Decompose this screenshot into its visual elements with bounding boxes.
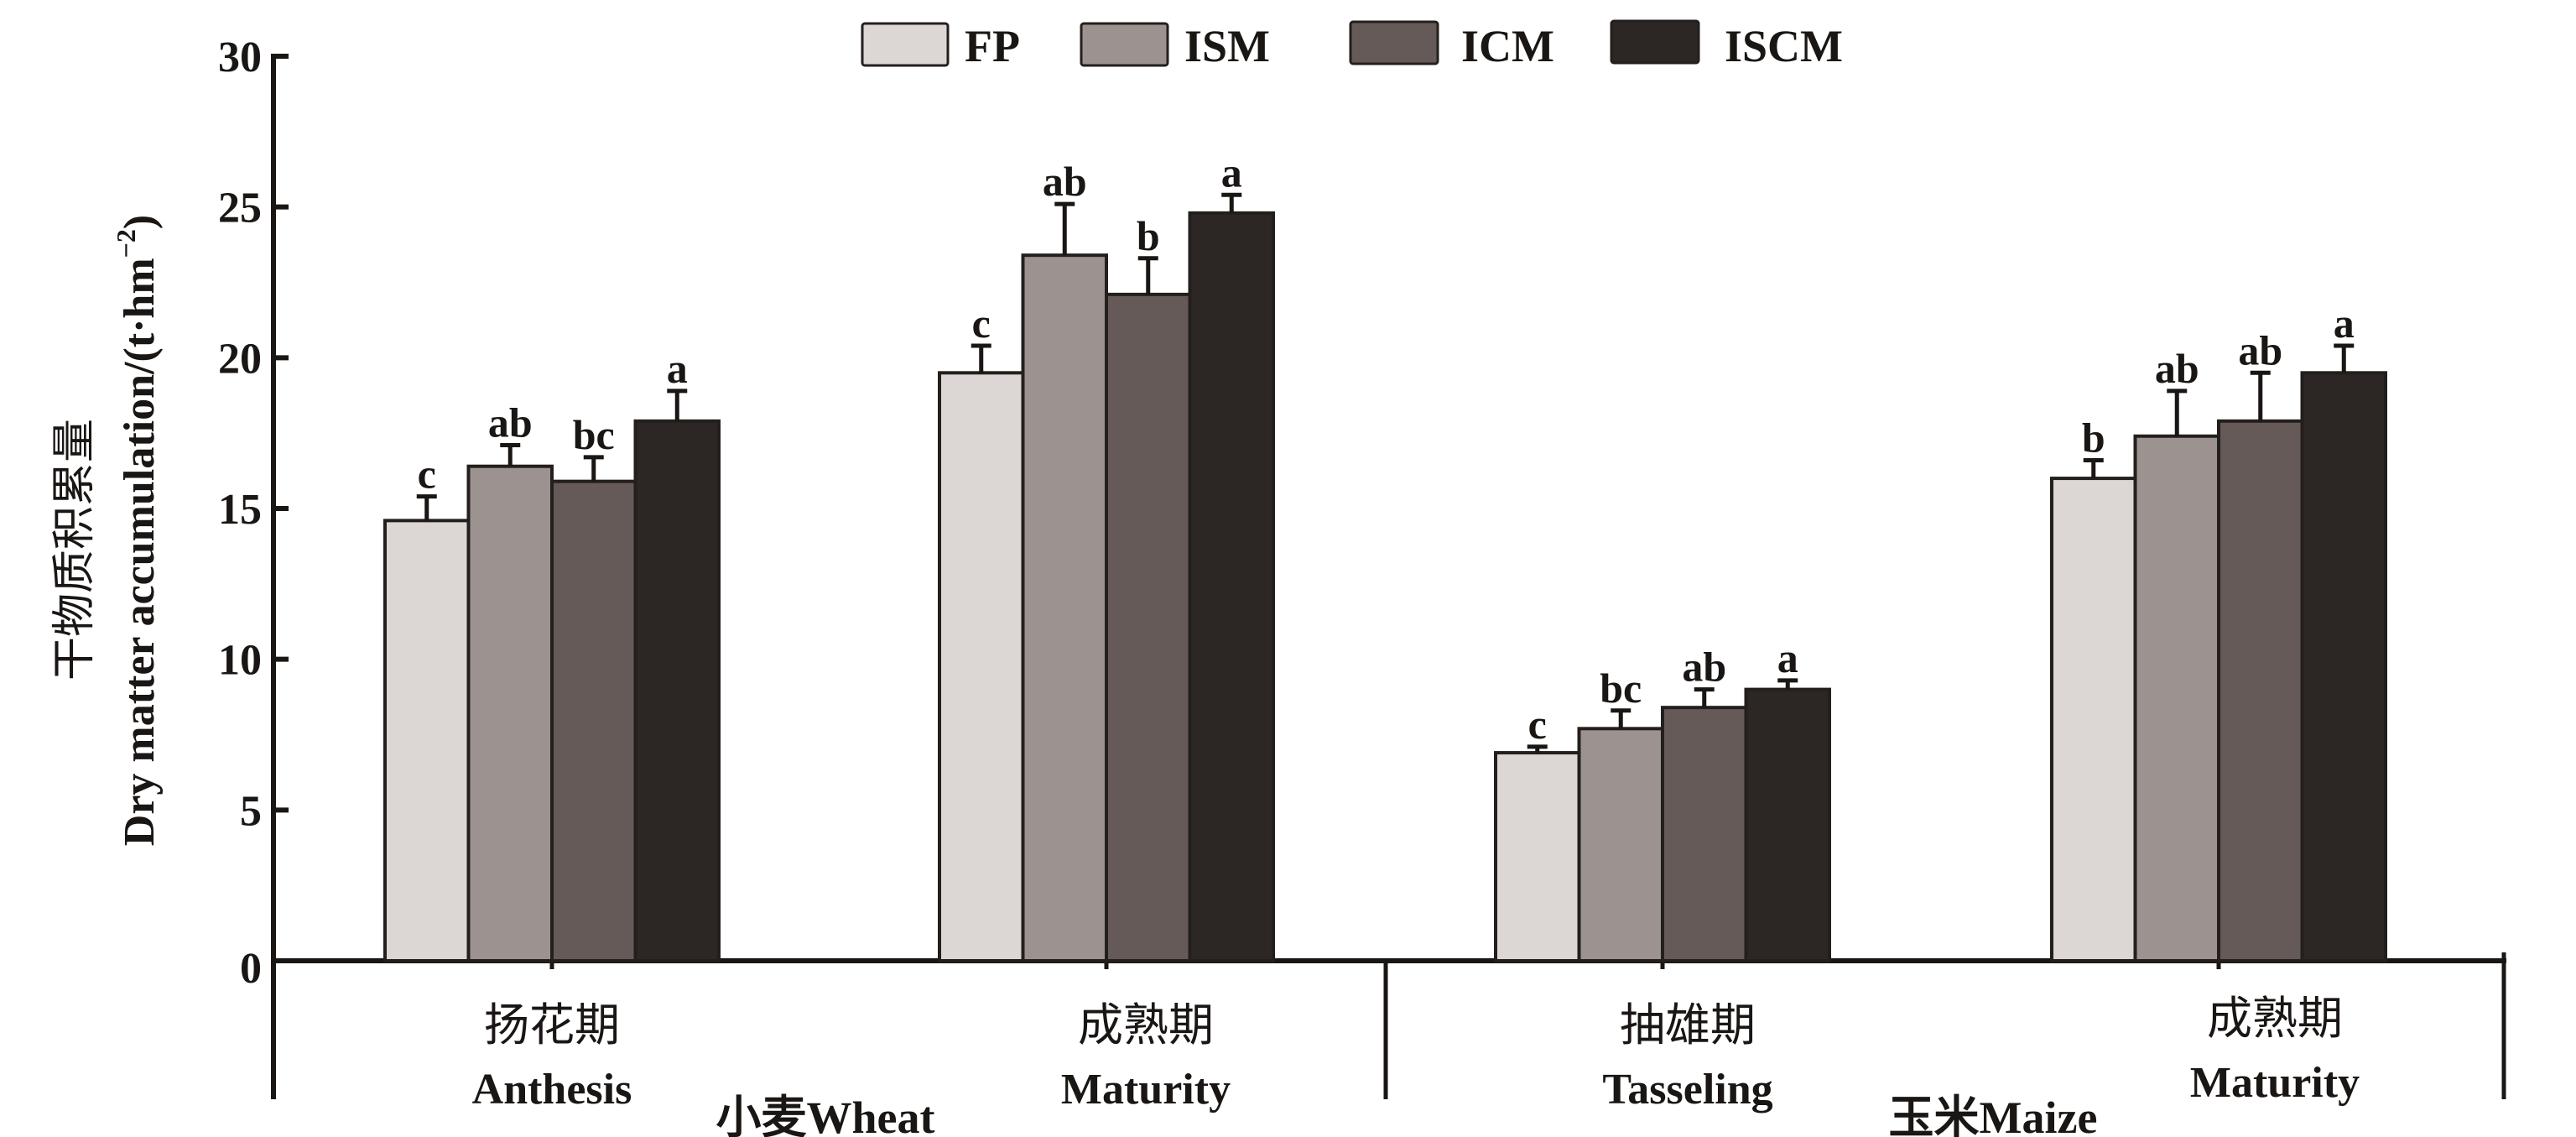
category-label-en-maize-maturity: Maturity (2190, 1059, 2360, 1107)
y-tick-label: 10 (218, 637, 262, 685)
y-axis-title-en: Dry matter accumulation/(t·hm−2) (111, 215, 164, 846)
y-axis-title-zh: 干物质积累量 (51, 419, 99, 681)
legend-label-ism: ISM (1184, 21, 1270, 71)
legend-label-iscm: ISCM (1725, 21, 1843, 71)
significance-label: b (1137, 212, 1160, 259)
bar-fp (1494, 751, 1581, 962)
y-tick-label: 30 (218, 34, 262, 81)
y-tick-label: 20 (218, 335, 262, 383)
group-label-wheat: 小麦Wheat (716, 1093, 935, 1137)
bar-icm (1661, 706, 1748, 962)
bar-ism (2133, 434, 2220, 962)
category-label-zh-wheat-maturity: 成熟期 (1078, 1000, 1214, 1051)
significance-label: c (418, 451, 436, 498)
significance-label: ab (2238, 326, 2282, 373)
y-tick-label: 15 (218, 486, 262, 534)
group-label-maize: 玉米Maize (1889, 1093, 2098, 1137)
bar-icm (550, 479, 637, 962)
legend-swatch-ism (1080, 22, 1169, 67)
category-label-en-tasseling: Tasseling (1602, 1066, 1772, 1114)
category-label-zh-tasseling: 抽雄期 (1620, 1000, 1756, 1051)
y-tick-label: 5 (240, 787, 262, 835)
legend-item-fp: FP (861, 21, 1020, 71)
bar-ism (466, 464, 554, 962)
significance-label: a (1221, 149, 1242, 196)
significance-label: ab (1043, 158, 1087, 205)
bar-iscm (1744, 687, 1831, 962)
y-tick-label: 0 (240, 945, 262, 993)
legend: FP ISM ICM ISCM (861, 19, 1843, 71)
legend-item-icm: ICM (1349, 20, 1554, 71)
y-axis-ticks: 0 5 10 15 20 25 30 (218, 34, 289, 993)
legend-label-fp: FP (965, 21, 1020, 71)
significance-label: c (1528, 701, 1547, 748)
significance-label: bc (1600, 665, 1642, 712)
category-label-en-wheat-maturity: Maturity (1061, 1066, 1231, 1114)
legend-item-ism: ISM (1080, 21, 1270, 71)
bar-ism (1021, 253, 1108, 963)
significance-label: a (667, 345, 688, 392)
significance-label: b (2082, 415, 2105, 462)
significance-label: c (972, 300, 991, 347)
bar-icm (2217, 419, 2304, 962)
bar-iscm (2300, 371, 2387, 962)
legend-swatch-iscm (1610, 19, 1700, 65)
legend-swatch-fp (861, 22, 950, 67)
legend-item-iscm: ISCM (1610, 19, 1843, 71)
y-axis-title-en-main: Dry matter accumulation/(t·hm (116, 258, 164, 846)
bar-ism (1577, 727, 1664, 963)
bar-iscm (1188, 211, 1275, 962)
significance-label: bc (573, 411, 615, 458)
significance-label: ab (488, 399, 533, 446)
category-label-zh-maize-maturity: 成熟期 (2207, 994, 2343, 1044)
significance-label: ab (1682, 644, 1726, 691)
legend-label-icm: ICM (1461, 21, 1554, 71)
bar-icm (1105, 292, 1192, 962)
category-label-en-anthesis: Anthesis (472, 1066, 632, 1114)
significance-label: a (1777, 634, 1798, 681)
significance-label: ab (2155, 345, 2199, 392)
bar-fp (383, 519, 471, 962)
bar-fp (938, 371, 1025, 962)
y-axis-title-en-sup: −2 (111, 229, 141, 258)
bar-fp (2050, 477, 2137, 962)
y-axis-title-en-close: ) (116, 215, 164, 229)
significance-label: a (2334, 300, 2355, 347)
legend-swatch-icm (1349, 20, 1439, 65)
category-label-zh-anthesis: 扬花期 (484, 1000, 620, 1051)
y-tick-label: 25 (218, 185, 262, 232)
bar-iscm (633, 419, 721, 962)
